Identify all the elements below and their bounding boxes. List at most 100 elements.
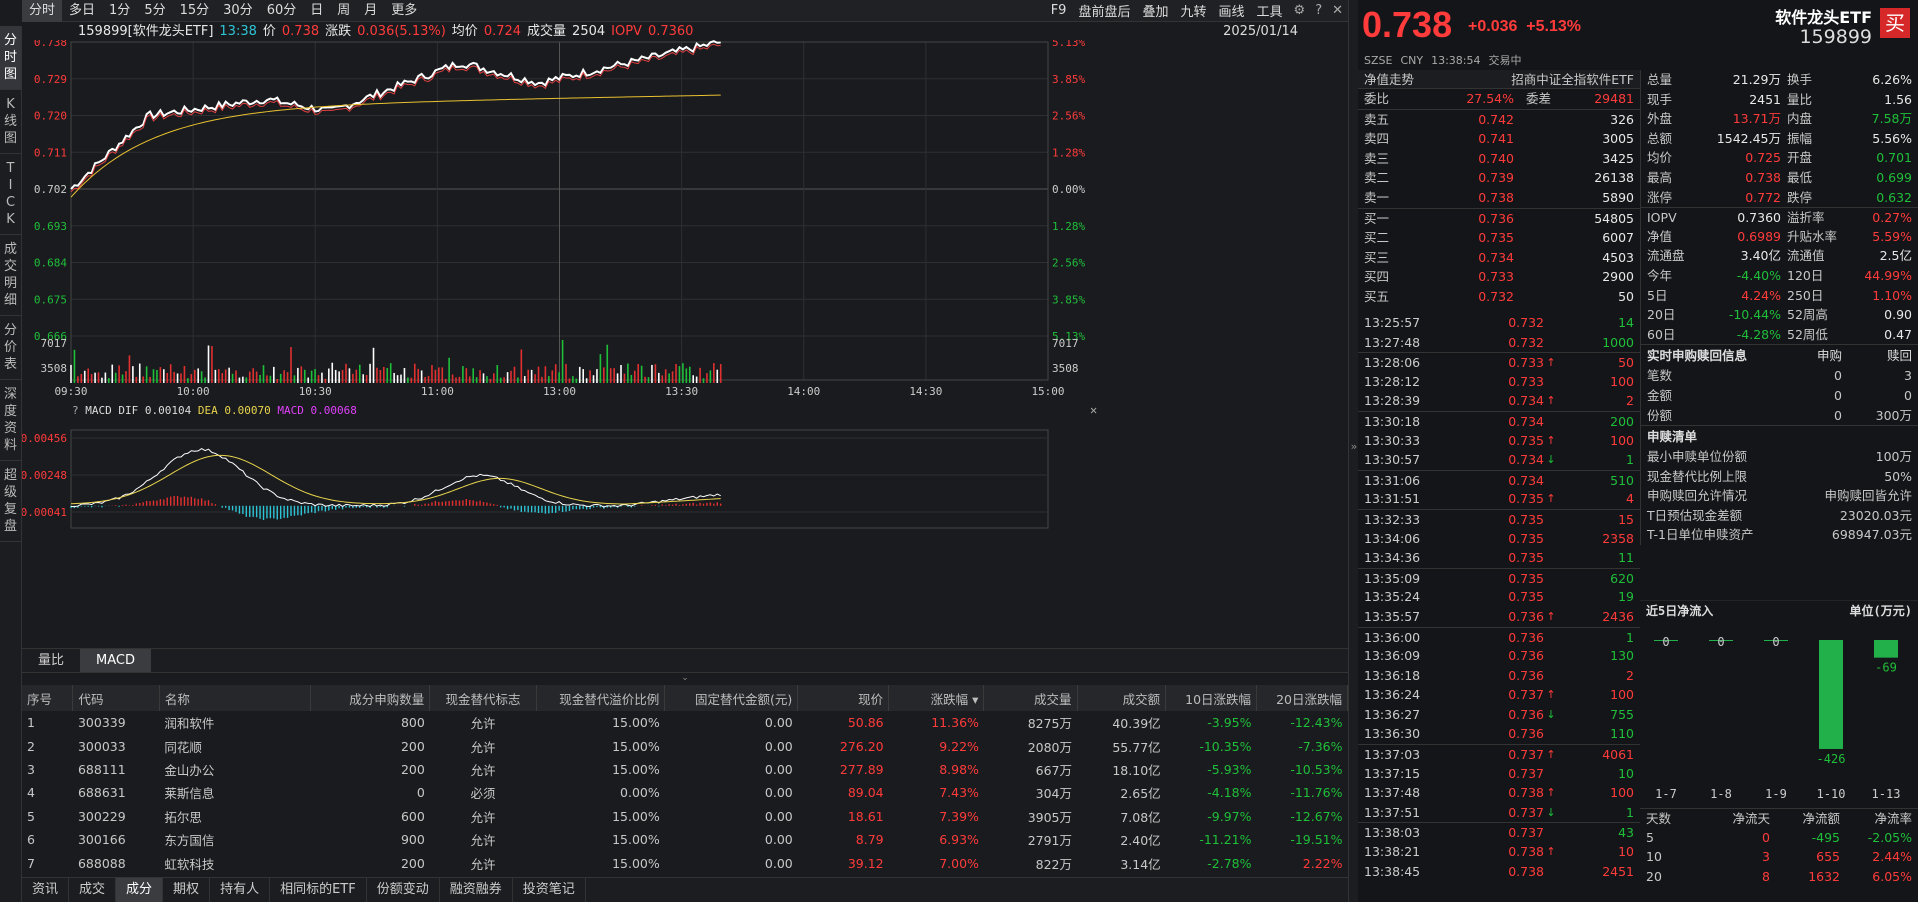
left-tab-0[interactable]: 分时图: [0, 26, 21, 90]
column-header-0[interactable]: 序号: [22, 685, 74, 711]
period-tab-3[interactable]: 5分: [144, 2, 166, 18]
time-tick: 14:30: [909, 385, 942, 398]
left-tab-5[interactable]: 深度资料: [0, 380, 21, 461]
panel-resize-handle[interactable]: ⌄: [22, 672, 1348, 683]
toolbar-button-1[interactable]: 盘前盘后: [1078, 5, 1131, 20]
column-header-4[interactable]: 现金替代标志: [429, 685, 537, 711]
indicator-tab-0[interactable]: 量比: [38, 653, 65, 668]
bottom-tab-6[interactable]: 份额变动: [367, 878, 440, 902]
table-cell: 4: [27, 785, 35, 801]
order-book-level[interactable]: 买四 0.733 2900: [1364, 269, 1634, 285]
bottom-tab-2[interactable]: 成分: [116, 878, 164, 902]
y-tick-left: 0.702: [34, 183, 67, 196]
info-item-1: 13:38: [219, 24, 257, 39]
order-book-level[interactable]: 卖二 0.739 26138: [1364, 170, 1634, 186]
toolbar-button-2[interactable]: 叠加: [1142, 5, 1169, 20]
table-row[interactable]: 1 300339 润和软件 800 允许 15.00% 0.00 50.86 11.36% 827…: [22, 711, 1348, 734]
tick-row: 13:31:06 0.734 510: [1358, 469, 1640, 490]
vol-tick-right: 3508: [1052, 362, 1079, 375]
period-tab-8[interactable]: 周: [337, 2, 351, 18]
left-tab-6[interactable]: 超级复盘: [0, 461, 21, 542]
column-header-5[interactable]: 现金替代溢价比例: [536, 685, 666, 711]
table-cell: 7.00%: [939, 855, 979, 871]
column-header-8[interactable]: 涨跌幅 ▾: [888, 685, 985, 711]
table-row[interactable]: 2 300033 同花顺 200 允许 15.00% 0.00 276.20 9.22% 2080…: [22, 734, 1348, 757]
column-header-12[interactable]: 20日涨跌幅: [1256, 685, 1348, 711]
nav-row[interactable]: 净值走势 招商中证全指软件ETF: [1358, 70, 1640, 89]
bottom-tabs: 资讯 成交 成分 期权 持有人 相同标的ETF 份额变动 融资融券 投资笔记: [22, 877, 1348, 902]
table-row[interactable]: 7 688088 虹软科技 200 允许 15.00% 0.00 39.12 7.00% 822万…: [22, 851, 1348, 874]
order-book-level[interactable]: 卖一 0.738 5890: [1364, 189, 1634, 205]
tick-row: 13:37:15 0.737 10: [1358, 764, 1640, 784]
table-row[interactable]: 3 688111 金山办公 200 允许 15.00% 0.00 277.89 8.98% 667…: [22, 758, 1348, 781]
order-book-level[interactable]: 卖五 0.742 326: [1364, 111, 1634, 127]
bottom-tab-1[interactable]: 成交: [69, 878, 117, 902]
table-cell: 8.98%: [939, 761, 979, 777]
toolbar-button-5[interactable]: 工具: [1256, 5, 1283, 20]
left-tab-3[interactable]: 成交明细: [0, 235, 21, 316]
column-header-9[interactable]: 成交量: [983, 685, 1078, 711]
order-book-level[interactable]: 买二 0.735 6007: [1364, 230, 1634, 246]
period-tab-4[interactable]: 15分: [179, 2, 210, 18]
table-row[interactable]: 5 300229 拓尔思 600 允许 15.00% 0.00 18.61 7.39% 3905万…: [22, 805, 1348, 828]
bottom-tab-5[interactable]: 相同标的ETF: [270, 878, 367, 902]
security-code: 159899: [1799, 26, 1872, 48]
column-header-3[interactable]: 成分申购数量: [310, 685, 431, 711]
vol-tick: 7017: [41, 337, 68, 350]
iopv-line: [70, 43, 721, 193]
order-book-level[interactable]: 卖四 0.741 3005: [1364, 131, 1634, 147]
period-tab-1[interactable]: 多日: [69, 2, 96, 18]
toolbar-button-0[interactable]: F9: [1050, 3, 1067, 18]
bottom-tab-8[interactable]: 投资笔记: [513, 878, 586, 902]
column-header-1[interactable]: 代码: [72, 685, 160, 711]
vol-tick-right: 7017: [1052, 337, 1079, 350]
close-icon[interactable]: ✕: [1332, 3, 1343, 18]
indicator-tab-1[interactable]: MACD: [80, 649, 151, 672]
period-tab-2[interactable]: 1分: [109, 2, 131, 18]
tick-list[interactable]: 13:25:57 0.732 14 13:27:48 0.732 1000 13:28:06…: [1358, 313, 1640, 881]
time-tick: 13:30: [665, 385, 698, 398]
bottom-tab-4[interactable]: 持有人: [210, 878, 271, 902]
bottom-tab-7[interactable]: 融资融券: [440, 878, 513, 902]
column-header-6[interactable]: 固定替代金额(元): [664, 685, 799, 711]
net-inflow-chart: 近5日净流入 单位(万元) 0 1-7 0 1-8 0 1-9 -426 1-10 -69 1-13: [1640, 600, 1918, 801]
toolbar-button-3[interactable]: 九转: [1180, 5, 1207, 20]
order-book-level[interactable]: 买三 0.734 4503: [1364, 249, 1634, 265]
stat-row: 外盘 13.71万 内盘 7.58万: [1647, 111, 1912, 127]
help-icon[interactable]: ?: [1315, 3, 1323, 18]
period-tab-0[interactable]: 分时: [22, 0, 63, 22]
flow-bar: [1764, 640, 1788, 641]
toolbar-button-4[interactable]: 画线: [1218, 5, 1245, 20]
column-header-7[interactable]: 现价: [797, 685, 890, 711]
table-cell: 5: [27, 808, 35, 824]
bottom-tab-0[interactable]: 资讯: [22, 878, 70, 902]
column-header-10[interactable]: 成交额: [1077, 685, 1167, 711]
list-row: 现金替代比例上限 50%: [1647, 468, 1912, 484]
period-tab-6[interactable]: 60分: [266, 2, 297, 18]
table-cell: 1: [27, 715, 35, 731]
order-book-level[interactable]: 卖三 0.740 3425: [1364, 150, 1634, 166]
panel-expander[interactable]: »: [1348, 0, 1358, 902]
buy-button[interactable]: 买: [1880, 8, 1910, 38]
table-row[interactable]: 6 300166 东方国信 900 允许 15.00% 0.00 8.79 6.93% 2791万…: [22, 828, 1348, 851]
settings-icon[interactable]: ⚙: [1293, 3, 1306, 18]
left-tab-4[interactable]: 分价表: [0, 316, 21, 380]
period-tab-7[interactable]: 日: [310, 2, 324, 18]
order-book-level[interactable]: 买一 0.736 54805: [1364, 210, 1634, 226]
bottom-tab-3[interactable]: 期权: [163, 878, 211, 902]
table-row[interactable]: 4 688631 莱斯信息 0 必须 0.00% 0.00 89.04 7.43% 304万 2.6…: [22, 781, 1348, 804]
table-cell: 11.36%: [931, 715, 979, 731]
period-tab-10[interactable]: 更多: [391, 2, 418, 18]
macd-header: ? MACD DIF 0.00104 DEA 0.00070 MACD 0.00…: [72, 404, 357, 417]
table-cell: 50.86: [847, 715, 884, 731]
column-header-2[interactable]: 名称: [159, 685, 311, 711]
column-header-11[interactable]: 10日涨跌幅: [1165, 685, 1258, 711]
time-tick: 15:00: [1031, 385, 1064, 398]
order-book-level[interactable]: 买五 0.732 50: [1364, 288, 1634, 304]
period-tab-5[interactable]: 30分: [223, 2, 253, 18]
up-arrow-icon: ↑: [1546, 433, 1556, 447]
period-tab-9[interactable]: 月: [364, 2, 378, 18]
chart-info-bar: 159899[软件龙头ETF] 13:38 价 0.738 涨跌 0.036(5.13%)…: [78, 22, 1318, 42]
